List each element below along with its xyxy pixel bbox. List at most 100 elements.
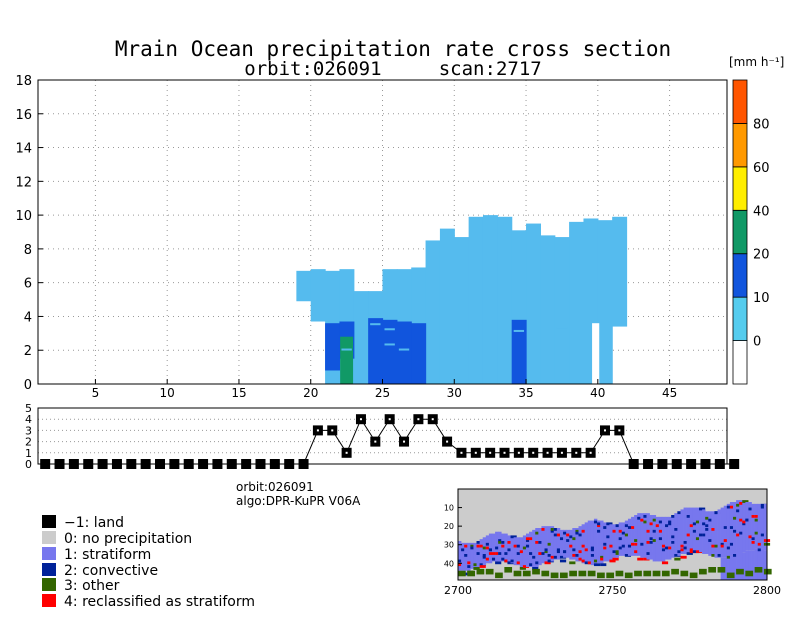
swath-cell-25-1 [535, 541, 542, 544]
swath-strat-col-11 [491, 533, 496, 562]
flag-point-14 [226, 459, 237, 469]
swath-other-78 [699, 568, 707, 575]
algo-label: algo:DPR-KuPR V06A [236, 494, 361, 508]
swath-strat-col-67 [665, 516, 669, 560]
precip-column-19 [296, 270, 312, 302]
swath-strat-col-66 [661, 516, 666, 562]
legend-label-other: 3: other [64, 578, 120, 594]
swath-other-81 [708, 567, 717, 573]
swath-strat-col-33 [559, 529, 564, 558]
swath-cell-75-0 [689, 524, 696, 528]
swath-cell-33-0 [559, 555, 567, 559]
precip-column-36 [540, 235, 556, 384]
swath-cell-22-2 [525, 537, 533, 541]
colorbar-band-0 [732, 340, 748, 385]
swath-cell-86-0 [723, 539, 730, 542]
flag-point-dot-31 [474, 451, 477, 454]
swath-strat-col-54 [624, 520, 629, 556]
swath-other-54 [624, 572, 633, 579]
swath-cell-18-0 [513, 544, 520, 548]
y-tick-label-2: 4 [24, 310, 32, 325]
flag-point-15 [241, 459, 252, 469]
swath-cell-47-2 [603, 526, 610, 529]
swath-strat-col-40 [581, 524, 585, 564]
flag-point-11 [183, 459, 194, 469]
swath-other-0 [458, 570, 466, 577]
swath-strat-col-46 [600, 520, 604, 564]
swath-strat-col-68 [668, 516, 672, 560]
swath-cell-17-1 [510, 535, 517, 539]
swath-strat-col-41 [584, 522, 589, 564]
swath-strat-col-99 [763, 503, 768, 551]
flag-point-12 [198, 459, 209, 469]
swath-cell-78-2 [699, 507, 706, 511]
swath-strat-col-5 [473, 542, 477, 569]
swath-other-99 [763, 568, 772, 575]
swath-cell-68-0 [668, 546, 675, 550]
colorbar-band-3 [732, 209, 748, 255]
flag-point-2 [54, 459, 65, 469]
flag-point-13 [212, 459, 223, 469]
legend-swatch-other [42, 578, 56, 591]
x-tick-label-1: 10 [160, 386, 175, 400]
flag-point-43 [643, 459, 654, 469]
swath-strat-col-81 [708, 511, 712, 556]
swath-cell-93-1 [745, 518, 752, 522]
swath-strat-col-18 [513, 537, 518, 566]
intense-rain-segment-0 [340, 336, 354, 384]
flag-point-4 [83, 459, 94, 469]
swath-strat-col-48 [606, 522, 610, 562]
swath-strat-col-58 [637, 513, 641, 556]
swath-other-33 [559, 572, 568, 579]
swath-strat-col-39 [578, 526, 582, 562]
swath-strat-col-90 [736, 500, 740, 554]
swath-cell-66-0 [661, 561, 669, 565]
swath-cell-5-2 [473, 567, 480, 570]
y-tick-label-4: 8 [24, 243, 32, 258]
y-tick-label-8: 16 [15, 108, 32, 123]
swath-strat-col-73 [683, 507, 687, 554]
cross-section-plot: 5 10 15 20 25 30 35 40 45 0 2 4 6 8 10 12 14 16 18 [15, 74, 728, 400]
swath-strat-col-0 [458, 541, 462, 571]
swath-strat-low-88 [729, 555, 734, 580]
flag-point-dot-41 [618, 429, 621, 432]
flag-point-42 [628, 459, 639, 469]
swath-cell-75-2 [689, 548, 696, 552]
legend-swatch-noprecip [42, 531, 56, 544]
swath-cell-54-1 [624, 533, 632, 537]
swath-cell-33-2 [559, 537, 567, 541]
precip-column-32 [482, 215, 498, 384]
swath-cell-36-0 [569, 535, 576, 539]
colorbar-tick-label-0: 0 [753, 335, 761, 350]
swath-strat-low-86 [723, 557, 728, 580]
swath-cell-90-2 [736, 533, 743, 537]
flag-point-47 [700, 459, 711, 469]
swath-strat-col-1 [461, 542, 465, 571]
flag-frame [37, 407, 728, 465]
precip-column-30 [454, 237, 470, 384]
legend-swatch-conv [42, 563, 56, 576]
swath-strat-col-92 [742, 500, 746, 553]
swath-strat-col-25 [535, 528, 539, 567]
y-tick-label-1: 2 [24, 344, 32, 359]
swath-strat-low-99 [763, 550, 768, 580]
swath-strat-low-95 [751, 550, 755, 580]
swath-strat-col-91 [739, 500, 743, 554]
swath-strat-col-79 [702, 509, 706, 554]
swath-strat-col-85 [720, 507, 725, 558]
swath-cell-86-1 [723, 526, 730, 529]
swath-strat-col-80 [705, 511, 709, 554]
x-tick-label-4: 25 [375, 386, 390, 400]
swath-strat-low-98 [760, 548, 765, 580]
rain-notch-2 [384, 328, 395, 331]
swath-other-84 [717, 567, 726, 573]
swath-other-30 [550, 572, 559, 579]
swath-cell-22-0 [525, 539, 533, 542]
flag-y-tick-label-2: 2 [25, 436, 32, 449]
flag-point-dot-28 [431, 418, 434, 421]
swath-strat-col-15 [504, 533, 508, 562]
precip-column-28 [425, 240, 441, 384]
swath-other-9 [485, 568, 494, 575]
swath-strat-col-57 [634, 515, 638, 556]
